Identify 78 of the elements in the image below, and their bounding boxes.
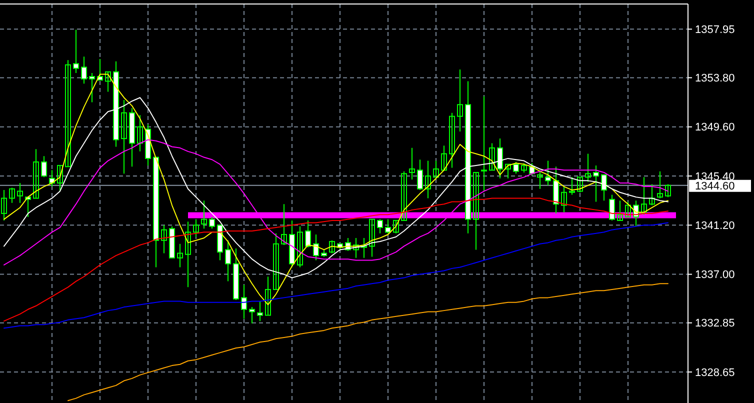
- candlestick: [225, 240, 231, 282]
- candlestick: [521, 162, 527, 173]
- candlestick: [657, 170, 663, 199]
- candlestick: [457, 69, 463, 132]
- candlestick: [121, 99, 127, 174]
- candlestick: [33, 148, 39, 199]
- candlestick: [513, 161, 519, 174]
- candlestick: [273, 232, 279, 290]
- candlestick: [665, 184, 671, 198]
- candlestick: [401, 170, 407, 221]
- candlestick: [625, 201, 631, 218]
- y-tick-label: 1332.85: [695, 318, 735, 330]
- candlestick: [649, 184, 655, 206]
- candlestick: [297, 226, 303, 268]
- y-tick-label: 1341.20: [695, 220, 735, 232]
- candlestick: [505, 164, 511, 179]
- candlestick: [353, 238, 359, 258]
- candlestick: [249, 306, 255, 324]
- candlestick: [417, 159, 423, 191]
- y-tick-label: 1337.00: [695, 269, 735, 282]
- line-series: [4, 222, 668, 329]
- candlestick: [497, 138, 503, 179]
- candlestick: [313, 234, 319, 261]
- candlestick: [305, 220, 311, 248]
- candlestick: [73, 29, 79, 74]
- candlestick: [329, 240, 335, 254]
- candlestick: [481, 96, 487, 192]
- y-tick-label: 1345.40: [695, 170, 735, 183]
- candlestick: [105, 71, 111, 92]
- candlestick: [609, 194, 615, 221]
- candlestick: [577, 176, 583, 193]
- candlestick: [545, 160, 551, 186]
- candlestick: [433, 160, 439, 178]
- candlestick: [561, 186, 567, 213]
- candlestick: [393, 220, 399, 234]
- candlestick: [257, 300, 263, 322]
- candlestick: [177, 243, 183, 268]
- candlestick: [137, 114, 143, 152]
- candlestick: [361, 238, 367, 258]
- candlestick: [425, 160, 431, 199]
- candlestick: [385, 218, 391, 234]
- candlestick: [185, 221, 191, 288]
- candlestick: [617, 200, 623, 221]
- candlestick: [489, 142, 495, 171]
- candlestick: [281, 204, 287, 246]
- candlestick: [9, 187, 15, 204]
- candlestick: [201, 200, 207, 230]
- candlestick: [193, 218, 199, 238]
- candlestick: [409, 147, 415, 180]
- y-tick-label: 1328.65: [695, 366, 735, 379]
- candlestick: [265, 276, 271, 316]
- candlestick: [57, 164, 63, 192]
- candlestick: [441, 145, 447, 171]
- candlestick: [377, 218, 383, 234]
- candlestick: [537, 170, 543, 190]
- candlestick: [65, 60, 71, 168]
- candlestick: [601, 174, 607, 202]
- y-tick-label: 1357.95: [695, 24, 735, 36]
- candlestick: [17, 182, 23, 204]
- candlestick: [241, 284, 247, 320]
- candlestick: [585, 153, 591, 182]
- candlestick: [89, 72, 95, 103]
- candlestick: [1, 190, 7, 221]
- candlestick: [81, 56, 87, 84]
- candlestick: [161, 224, 167, 254]
- candlestick: [569, 176, 575, 196]
- candlestick: [641, 176, 647, 216]
- y-tick-label: 1353.80: [695, 72, 735, 85]
- ref-line-label: 1344.60: [695, 180, 735, 193]
- candlestick: [593, 164, 599, 202]
- candlestick: [209, 216, 215, 230]
- candlestick: [369, 218, 375, 258]
- candlestick: [553, 166, 559, 214]
- candlestick: [449, 112, 455, 168]
- line-series: [68, 283, 668, 402]
- y-tick-label: 1349.60: [695, 122, 735, 134]
- candlestick: [41, 156, 47, 178]
- candlestick: [473, 172, 479, 250]
